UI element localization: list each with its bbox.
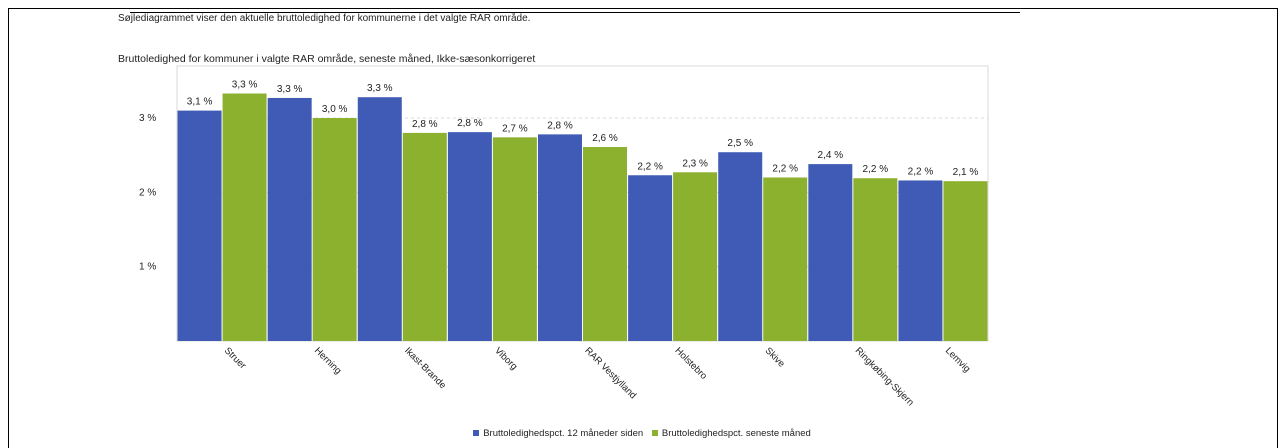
x-tick-label: Viborg — [492, 345, 519, 372]
data-label: 2,2 % — [863, 164, 889, 175]
bar-prior-year-0 — [177, 110, 222, 341]
x-tick-label: Skive — [763, 345, 787, 369]
legend-item-12-months-ago: Bruttoledighedspct. 12 måneder siden — [473, 428, 643, 439]
bar-latest-4 — [583, 147, 627, 341]
bar-latest-2 — [402, 132, 447, 341]
bar-prior-year-5 — [628, 175, 673, 341]
data-label: 2,7 % — [502, 123, 528, 134]
y-axis: 1 % 2 % 3 % — [139, 113, 156, 273]
x-tick-label: Ikast-Brande — [402, 345, 448, 391]
chart-title: Bruttoledighed for kommuner i valgte RAR… — [118, 53, 536, 65]
data-label: 3,0 % — [322, 104, 348, 115]
x-tick-label: Ringkøbing-Skjern — [853, 345, 916, 408]
y-tick-label: 1 % — [139, 262, 156, 273]
legend: Bruttoledighedspct. 12 måneder siden Bru… — [0, 428, 1284, 439]
data-label: 2,8 % — [547, 120, 573, 131]
data-label: 2,8 % — [457, 118, 483, 129]
data-label: 2,2 % — [772, 163, 798, 174]
bar-prior-year-4 — [538, 134, 582, 341]
intro-text: Søjlediagrammet viser den aktuelle brutt… — [118, 13, 531, 24]
bar-prior-year-8 — [898, 180, 943, 341]
legend-label-latest-month: Bruttoledighedspct. seneste måned — [661, 428, 811, 439]
x-tick-label: RAR Vestjylland — [582, 345, 638, 401]
x-tick-label: Struer — [222, 345, 248, 371]
legend-swatch-blue — [473, 430, 480, 436]
data-label: 2,5 % — [727, 138, 753, 149]
y-tick-label: 3 % — [139, 113, 156, 124]
data-label: 2,1 % — [953, 167, 979, 178]
bar-prior-year-6 — [718, 152, 763, 341]
chart-frame — [8, 8, 1278, 448]
data-label: 2,3 % — [682, 158, 708, 169]
top-divider — [130, 12, 1020, 13]
data-label: 2,2 % — [637, 161, 663, 172]
bar-prior-year-3 — [447, 132, 492, 341]
bars-group: 3,1 % 3,3 % 3,3 % 3,0 % 3,3 % 2,8 % 2,8 % 2,7 %… — [177, 80, 988, 341]
plot-area — [176, 65, 989, 342]
data-label: 3,3 % — [367, 83, 393, 94]
bar-prior-year-2 — [357, 97, 402, 341]
data-label: 3,3 % — [277, 84, 303, 95]
x-tick-label: Holstebro — [672, 345, 709, 382]
bar-prior-year-1 — [267, 97, 312, 341]
y-tick-label: 2 % — [139, 187, 156, 198]
data-label: 2,2 % — [908, 166, 934, 177]
bar-latest-0 — [222, 93, 267, 341]
legend-label-12-months-ago: Bruttoledighedspct. 12 måneder siden — [483, 428, 644, 439]
data-label: 2,6 % — [592, 133, 618, 144]
data-label: 2,8 % — [412, 119, 438, 130]
x-axis: Struer Herning Ikast-Brande Viborg RAR Vestj… — [222, 345, 972, 408]
bar-latest-6 — [763, 177, 808, 341]
legend-item-latest-month: Bruttoledighedspct. seneste måned — [651, 428, 811, 439]
data-label: 3,3 % — [232, 80, 258, 91]
x-tick-label: Lemvig — [943, 345, 972, 374]
data-label: 3,1 % — [187, 97, 213, 108]
bar-prior-year-7 — [808, 164, 853, 341]
data-label: 2,4 % — [818, 150, 844, 161]
x-tick-label: Herning — [312, 345, 343, 376]
bar-latest-5 — [673, 172, 718, 341]
bar-latest-7 — [853, 178, 898, 341]
bar-latest-3 — [492, 137, 537, 341]
legend-swatch-green — [651, 430, 658, 436]
bar-latest-1 — [312, 118, 357, 341]
bar-latest-8 — [943, 181, 988, 341]
